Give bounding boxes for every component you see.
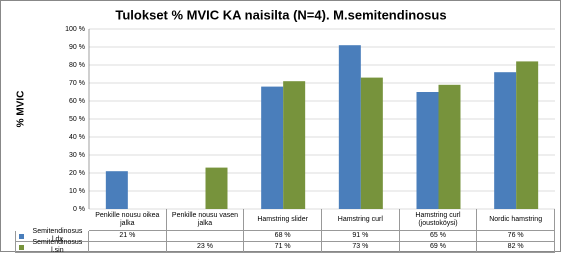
table-value xyxy=(89,242,167,253)
table-value: 82 % xyxy=(477,242,555,253)
category-label: Nordic hamstring xyxy=(477,209,555,231)
bar xyxy=(438,84,461,209)
y-tick-label: 80 % xyxy=(69,62,85,69)
table-value: 73 % xyxy=(322,242,400,253)
bar xyxy=(205,167,228,209)
y-axis-label: % MVIC xyxy=(16,91,27,128)
legend-entry: Semitendinosus l.dx xyxy=(15,228,89,243)
bar xyxy=(105,171,128,209)
bar xyxy=(261,86,284,209)
bar xyxy=(416,92,439,209)
legend-swatch xyxy=(19,244,24,250)
y-tick-label: 100 % xyxy=(65,26,85,33)
y-tick-label: 40 % xyxy=(69,134,85,141)
legend-label: Semitendinosus l.sin xyxy=(32,239,83,254)
y-tick-label: 10 % xyxy=(69,188,85,195)
category-label: Penkille nousu vasen jalka xyxy=(166,209,245,231)
category-label: Penkille nousu oikea jalka xyxy=(89,209,167,231)
category-label: Hamstring curl (joustoköysi) xyxy=(399,209,478,231)
y-tick-label: 30 % xyxy=(69,152,85,159)
legend-label: Semitendinosus l.dx xyxy=(32,228,83,243)
table-value: 21 % xyxy=(89,231,167,242)
category-label: Hamstring slider xyxy=(244,209,322,231)
bar xyxy=(338,45,361,210)
table-value: 23 % xyxy=(166,242,245,253)
chart-title: Tulokset % MVIC KA naisilta (N=4). M.sem… xyxy=(115,7,446,22)
table-value: 91 % xyxy=(322,231,400,242)
legend-swatch xyxy=(19,233,24,239)
category-label: Hamstring curl xyxy=(322,209,400,231)
legend-entry: Semitendinosus l.sin xyxy=(15,239,89,254)
y-tick-label: 90 % xyxy=(69,44,85,51)
table-value xyxy=(166,231,245,242)
table-value: 71 % xyxy=(244,242,322,253)
bar xyxy=(283,81,306,209)
chart-svg: Tulokset % MVIC KA naisilta (N=4). M.sem… xyxy=(16,7,555,213)
y-tick-label: 70 % xyxy=(69,80,85,87)
bar xyxy=(516,61,539,210)
y-tick-label: 60 % xyxy=(69,98,85,105)
table-value: 68 % xyxy=(244,231,322,242)
bar xyxy=(360,77,383,209)
table-value: 69 % xyxy=(399,242,478,253)
table-value: 76 % xyxy=(477,231,555,242)
table-value: 65 % xyxy=(399,231,478,242)
y-tick-label: 50 % xyxy=(69,116,85,123)
y-tick-label: 0 % xyxy=(73,206,85,213)
y-tick-label: 20 % xyxy=(69,170,85,177)
bar xyxy=(494,72,517,209)
